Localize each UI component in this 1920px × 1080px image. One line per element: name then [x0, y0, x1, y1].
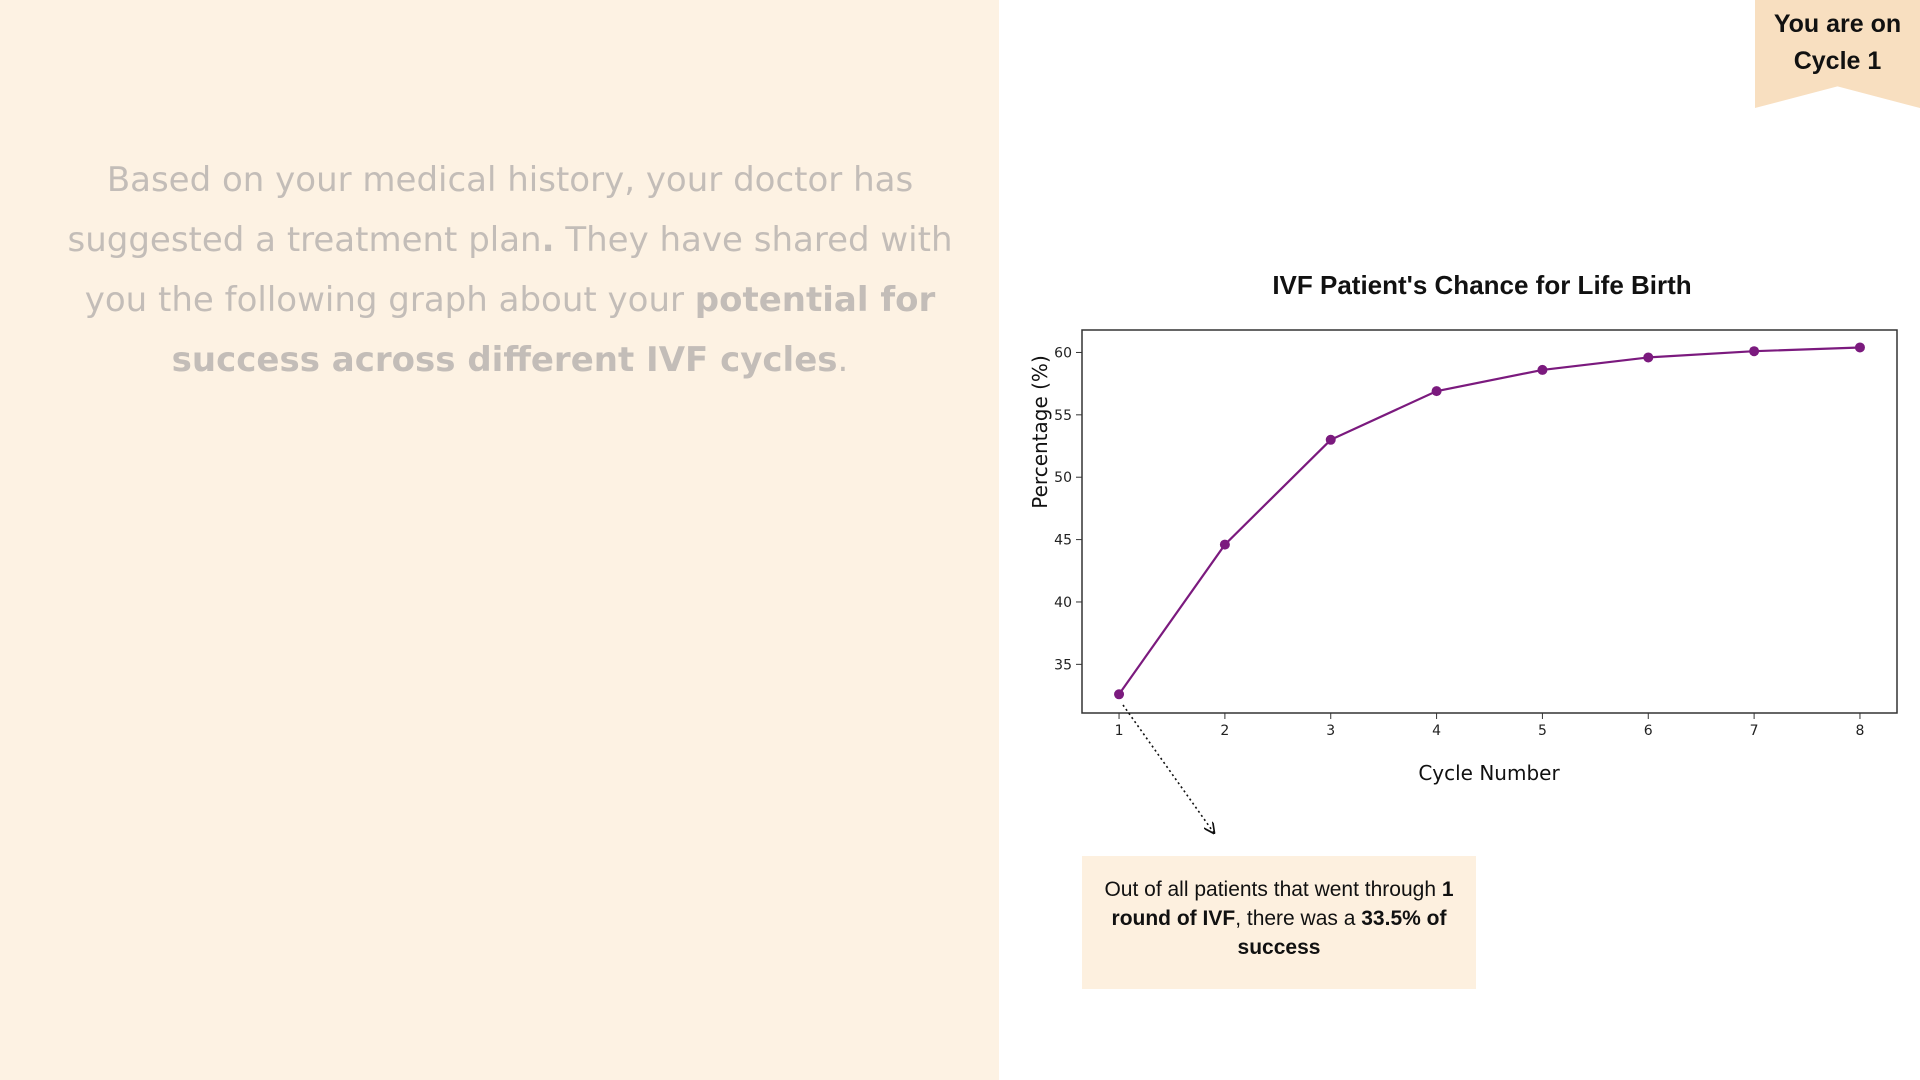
cycle-badge-line1: You are on — [1773, 10, 1902, 38]
annotation-bold2: 33.5% of success — [1237, 907, 1447, 959]
data-point — [1643, 352, 1654, 363]
annotation-arrow — [1122, 704, 1214, 833]
cycle-badge-text: You are on Cycle 1 — [1755, 6, 1920, 80]
y-tick-label: 40 — [1054, 595, 1072, 611]
x-tick-label: 4 — [1432, 723, 1441, 739]
data-point — [1219, 539, 1230, 550]
cycle-badge-line2: Cycle 1 — [1793, 47, 1882, 75]
intro-bold: potential for success across different I… — [171, 280, 936, 380]
data-point — [1325, 434, 1336, 445]
data-point — [1854, 342, 1865, 353]
y-tick-label: 45 — [1054, 533, 1072, 549]
annotation-bold1: 1 round of IVF — [1111, 878, 1454, 930]
x-tick-label: 2 — [1220, 723, 1229, 739]
y-tick-label: 50 — [1054, 470, 1072, 486]
y-tick-label: 55 — [1054, 408, 1072, 424]
annotation-text: Out of all patients that went through 1 … — [1090, 875, 1468, 962]
x-tick-label: 6 — [1644, 723, 1653, 739]
annotation-box — [1082, 856, 1476, 989]
x-tick-label: 7 — [1750, 723, 1759, 739]
data-point — [1537, 364, 1548, 375]
data-point — [1431, 386, 1442, 397]
x-axis-label: Cycle Number — [1418, 761, 1560, 785]
left-panel — [0, 0, 999, 1080]
chart-title: IVF Patient's Chance for Life Birth — [1272, 270, 1691, 300]
intro-part2: They have shared with you the following … — [84, 220, 953, 320]
x-tick-label: 3 — [1326, 723, 1335, 739]
x-tick-label: 1 — [1115, 723, 1124, 739]
annotation-part1: Out of all patients that went through — [1104, 878, 1442, 901]
series-line — [1118, 346, 1860, 695]
intro-period: . — [541, 220, 555, 260]
y-tick-label: 35 — [1054, 657, 1072, 673]
plot-frame — [1081, 329, 1898, 714]
data-point — [1114, 689, 1125, 700]
intro-part1: Based on your medical history, your doct… — [67, 160, 914, 260]
y-axis-label: Percentage (%) — [1028, 355, 1052, 508]
intro-text: Based on your medical history, your doct… — [55, 150, 965, 390]
intro-end: . — [837, 340, 849, 380]
x-tick-label: 5 — [1538, 723, 1547, 739]
annotation-part2: , there was a — [1235, 907, 1362, 930]
data-point — [1749, 346, 1760, 357]
x-tick-label: 8 — [1855, 723, 1864, 739]
line-chart: IVF Patient's Chance for Life Birth 1 2 3 4… — [1028, 270, 1898, 855]
y-tick-label: 60 — [1054, 345, 1072, 361]
